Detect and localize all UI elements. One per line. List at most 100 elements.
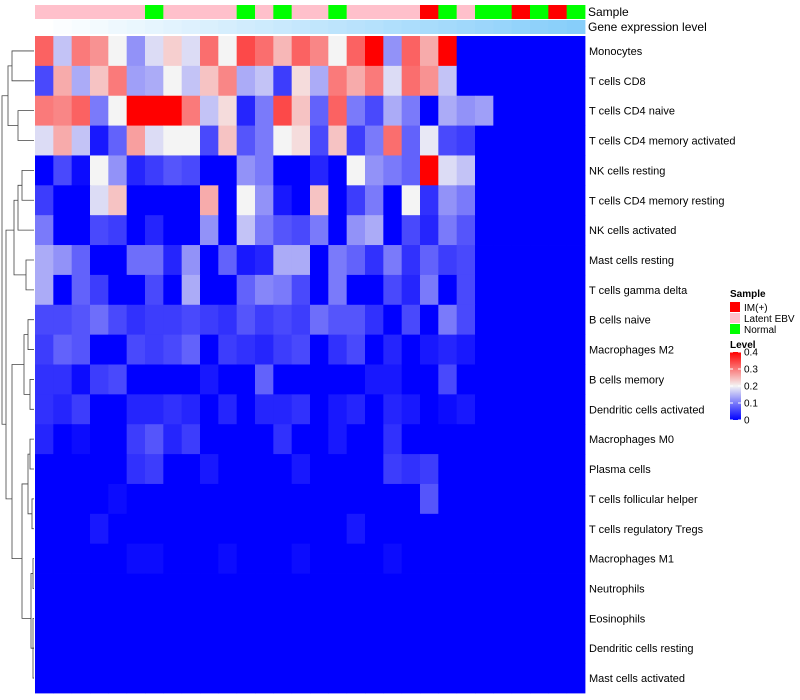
- heatmap-cell: [548, 95, 568, 126]
- heatmap-cell: [90, 364, 109, 395]
- heatmap-cell: [53, 304, 73, 336]
- heatmap-cell: [310, 603, 329, 634]
- heatmap-cell: [328, 394, 348, 425]
- heatmap-cell: [218, 185, 238, 216]
- row-label: Macrophages M2: [589, 345, 674, 357]
- heatmap-cell: [438, 274, 458, 306]
- heatmap-cell: [145, 304, 164, 336]
- heatmap-cell: [163, 155, 183, 186]
- heatmap-cell: [475, 274, 494, 306]
- heatmap-cell: [456, 573, 476, 604]
- sample-annotation-cell: [383, 5, 403, 19]
- heatmap-cell: [200, 633, 219, 664]
- sample-annotation-cell: [163, 5, 183, 19]
- heatmap-cell: [365, 454, 384, 485]
- heatmap-cell: [90, 215, 109, 246]
- row-label: T cells gamma delta: [589, 285, 688, 297]
- heatmap-cell: [438, 125, 458, 156]
- heatmap-cell: [310, 454, 329, 485]
- heatmap-cell: [35, 95, 54, 126]
- heatmap-cell: [383, 364, 403, 395]
- heatmap-cell: [365, 483, 384, 515]
- heatmap-cell: [291, 215, 311, 246]
- heatmap-cell: [71, 185, 91, 216]
- expression-annotation-cell: [218, 20, 238, 34]
- heatmap-cell: [126, 513, 146, 545]
- heatmap-cell: [145, 603, 164, 634]
- heatmap-cell: [475, 424, 494, 455]
- heatmap-cell: [273, 513, 293, 545]
- heatmap-cell: [530, 215, 549, 246]
- heatmap-cell: [566, 95, 586, 126]
- heatmap-cell: [108, 633, 128, 664]
- sample-annotation-cell: [35, 5, 54, 19]
- heatmap-cell: [218, 633, 238, 664]
- heatmap-cell: [438, 454, 458, 485]
- heatmap-cell: [291, 573, 311, 604]
- heatmap-cell: [236, 513, 256, 545]
- heatmap-cell: [420, 304, 439, 336]
- heatmap-cell: [200, 36, 219, 67]
- dendrogram-branch: [5, 229, 14, 500]
- heatmap-cell: [200, 424, 219, 455]
- heatmap-cell: [163, 245, 183, 276]
- heatmap-cell: [53, 334, 73, 365]
- heatmap-cell: [200, 65, 219, 97]
- heatmap-cell: [548, 125, 568, 156]
- sample-annotation-cell: [273, 5, 293, 19]
- heatmap-cell: [511, 65, 531, 97]
- heatmap-cell: [475, 573, 494, 604]
- heatmap-cell: [401, 424, 421, 455]
- dendrogram-branch: [11, 364, 24, 560]
- heatmap-cell: [71, 394, 91, 425]
- heatmap-cell: [566, 215, 586, 246]
- heatmap-cell: [346, 155, 366, 186]
- heatmap-cell: [273, 394, 293, 425]
- heatmap-cell: [548, 663, 568, 694]
- row-label: Dendritic cells activated: [589, 404, 705, 416]
- heatmap-cell: [291, 245, 311, 276]
- heatmap-cell: [401, 185, 421, 216]
- heatmap-cell: [71, 364, 91, 395]
- heatmap-cell: [493, 513, 513, 545]
- heatmap-cell: [71, 95, 91, 126]
- heatmap-cell: [346, 364, 366, 395]
- heatmap-cell: [401, 483, 421, 515]
- heatmap-cell: [383, 483, 403, 515]
- heatmap-cell: [145, 245, 164, 276]
- heatmap-cell: [163, 185, 183, 216]
- heatmap-cell: [420, 155, 439, 186]
- heatmap-cell: [145, 36, 164, 67]
- sample-annotation-cell: [218, 5, 238, 19]
- heatmap-cell: [475, 663, 494, 694]
- heatmap-cell: [401, 334, 421, 365]
- heatmap-cell: [273, 334, 293, 365]
- heatmap-cell: [365, 633, 384, 664]
- heatmap-cell: [90, 95, 109, 126]
- heatmap-cell: [71, 155, 91, 186]
- heatmap-cell: [108, 274, 128, 306]
- heatmap-cell: [530, 304, 549, 336]
- heatmap-cell: [346, 65, 366, 97]
- legend-entry-label: IM(+): [744, 303, 768, 314]
- heatmap-cell: [255, 155, 274, 186]
- row-label: T cells CD4 naive: [589, 106, 675, 118]
- heatmap-cell: [71, 215, 91, 246]
- expression-annotation-cell: [365, 20, 384, 34]
- legend-entry-label: Latent EBV: [744, 314, 795, 325]
- heatmap-cell: [365, 95, 384, 126]
- heatmap-cell: [255, 513, 274, 545]
- heatmap-cell: [108, 95, 128, 126]
- heatmap-cell: [35, 155, 54, 186]
- heatmap-cell: [493, 95, 513, 126]
- heatmap-cell: [566, 513, 586, 545]
- heatmap-cell: [53, 394, 73, 425]
- heatmap-cell: [163, 394, 183, 425]
- heatmap-cell: [181, 424, 201, 455]
- heatmap-cell: [328, 573, 348, 604]
- heatmap-cell: [493, 274, 513, 306]
- heatmap-cell: [530, 543, 549, 574]
- heatmap-cell: [420, 513, 439, 545]
- heatmap-cell: [181, 364, 201, 395]
- heatmap-cell: [108, 155, 128, 186]
